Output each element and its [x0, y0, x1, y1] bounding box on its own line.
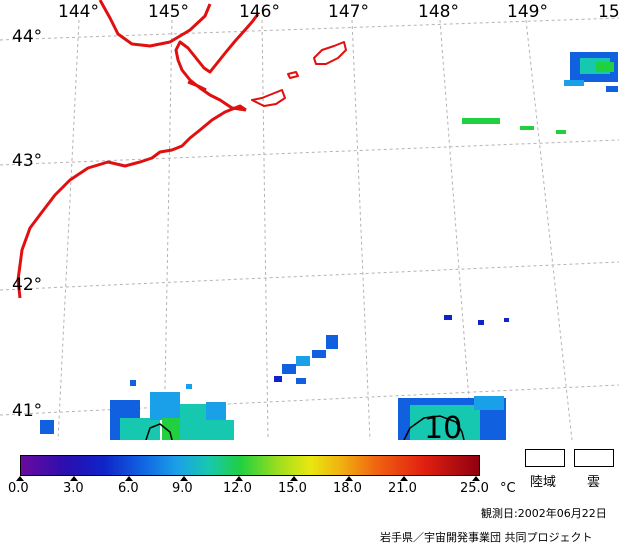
tick-label-12: 12.0 [223, 481, 252, 496]
lon-label-150: 15 [598, 2, 619, 22]
lon-label-148: 148° [418, 2, 459, 22]
meridian-146 [261, 19, 269, 440]
land-legend-label: 陸域 [530, 475, 557, 490]
graticule [0, 17, 619, 440]
meridian-145 [163, 19, 173, 440]
coastline [16, 0, 347, 299]
lat-label-44: 44° [12, 27, 43, 47]
tick-mark [70, 476, 78, 481]
land-legend-swatch [525, 449, 565, 467]
lon-label-149: 149° [507, 2, 548, 22]
kunashiri-coast [98, 0, 212, 48]
meridian-147 [351, 19, 371, 440]
tick-mark [400, 476, 408, 481]
lon-label-144: 144° [58, 2, 99, 22]
sst-contour [145, 415, 465, 440]
contour-label: 10 [424, 411, 462, 440]
tick-mark [180, 476, 188, 481]
hokkaido-coast [16, 104, 247, 299]
lat-label-42: 42° [12, 275, 43, 295]
lon-label-147: 147° [328, 2, 369, 22]
lat-label-43: 43° [12, 151, 43, 171]
temperature-colorbar [20, 455, 480, 476]
parallel-44 [0, 17, 619, 41]
sea-surface-temperature-map: 10 [0, 0, 619, 440]
temperature-unit: °C [500, 481, 516, 496]
tick-label-9: 9.0 [172, 481, 193, 496]
tick-label-0: 0.0 [8, 481, 29, 496]
tick-label-3: 3.0 [63, 481, 84, 496]
tick-label-15: 15.0 [278, 481, 307, 496]
islet-b [287, 71, 299, 79]
parallel-43 [0, 139, 619, 166]
parallel-42 [0, 261, 619, 291]
tick-label-18: 18.0 [333, 481, 362, 496]
credit-line: 岩手県／宇宙開発事業団 共同プロジェクト [380, 531, 593, 544]
tick-mark [345, 476, 353, 481]
shiretoko-coast [174, 13, 260, 112]
meridian-144 [57, 19, 80, 440]
tick-label-25: 25.0 [460, 481, 489, 496]
observation-date: 観測日:2002年06月22日 [481, 507, 607, 520]
sst-pixels [40, 52, 618, 440]
kunashiri-tip [187, 80, 207, 92]
tick-mark [472, 476, 480, 481]
tick-mark [125, 476, 133, 481]
tick-mark [16, 476, 24, 481]
meridian-148 [439, 19, 473, 440]
tick-label-6: 6.0 [118, 481, 139, 496]
lat-label-41: 41° [12, 401, 43, 421]
meridian-149 [525, 19, 573, 440]
lon-label-145: 145° [148, 2, 189, 22]
islet-a [251, 89, 286, 107]
cloud-legend-swatch [574, 449, 614, 467]
islet-c [313, 41, 347, 65]
tick-label-21: 21.0 [388, 481, 417, 496]
parallel-41 [0, 384, 619, 416]
tick-mark [235, 476, 243, 481]
tick-mark [290, 476, 298, 481]
cloud-legend-label: 雲 [587, 475, 601, 490]
lon-label-146: 146° [239, 2, 280, 22]
